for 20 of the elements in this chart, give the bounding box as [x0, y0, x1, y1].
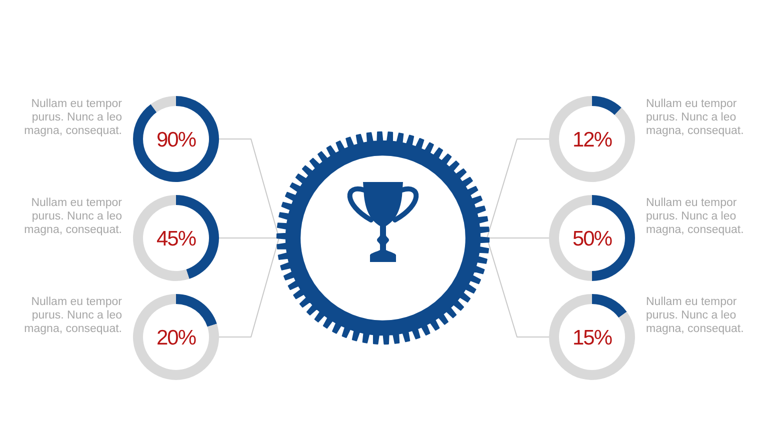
text: 12%: [572, 128, 612, 152]
text: 90%: [156, 128, 196, 152]
text: Nullam eu tempor purus. Nunc a leo magna, consequat.: [24, 296, 122, 335]
text: Nullam eu tempor purus. Nunc a leo magna, consequat.: [24, 197, 122, 236]
text: Nullam eu tempor purus. Nunc a leo magna, consequat.: [646, 98, 744, 137]
donut-slice: [176, 294, 217, 327]
text: 20%: [156, 326, 196, 350]
donut-slice: [133, 96, 219, 182]
text: Nullam eu tempor purus. Nunc a leo magna, consequat.: [646, 296, 744, 335]
text: Nullam eu tempor purus. Nunc a leo magna, consequat.: [24, 98, 122, 137]
text: 15%: [572, 326, 612, 350]
donut-slice: [549, 294, 635, 380]
donut-slice: [592, 294, 627, 318]
donut-slice: [549, 96, 635, 182]
donut-slice: [133, 294, 219, 380]
text: 50%: [572, 228, 612, 251]
text: Nullam eu tempor purus. Nunc a leo magna, consequat.: [646, 197, 744, 236]
text: 45%: [156, 228, 196, 251]
donut-slice: [592, 96, 622, 115]
donut-slice: [150, 96, 176, 112]
